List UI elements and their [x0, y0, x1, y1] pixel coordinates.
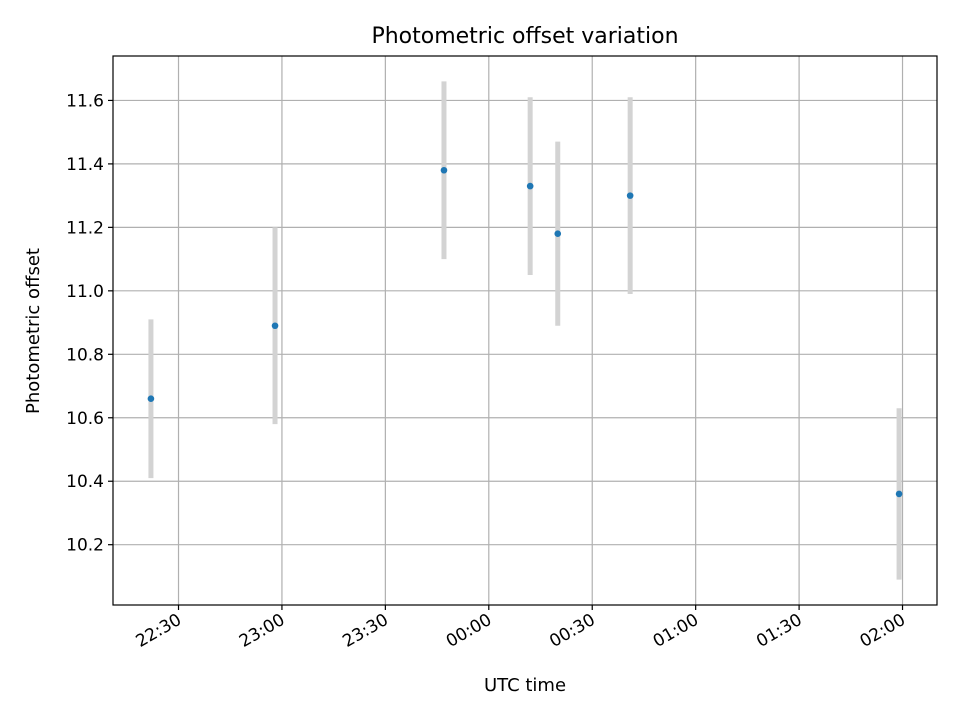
chart-title: Photometric offset variation — [371, 24, 678, 49]
y-tick-label: 11.6 — [66, 91, 104, 111]
y-tick-label: 11.2 — [66, 218, 104, 238]
plot-frame — [112, 55, 938, 606]
data-point — [554, 230, 562, 238]
y-tick-label: 10.6 — [66, 409, 104, 429]
data-points — [147, 166, 903, 498]
y-tick-label: 10.8 — [66, 345, 104, 365]
y-tick-label: 10.2 — [66, 536, 104, 556]
data-point — [526, 182, 534, 190]
x-axis-label: UTC time — [484, 675, 566, 696]
grid — [113, 56, 937, 605]
data-point — [440, 166, 448, 174]
data-point — [147, 395, 155, 403]
data-point — [271, 322, 279, 330]
data-point — [626, 192, 634, 199]
y-axis-ticks: 10.2 10.4 10.6 10.8 11.0 11.2 11.4 11.6 — [66, 91, 113, 556]
y-tick-label: 10.4 — [66, 472, 104, 492]
y-axis-label: Photometric offset — [23, 248, 44, 414]
y-tick-label: 11.0 — [66, 282, 104, 302]
data-point — [895, 490, 903, 498]
y-tick-label: 11.4 — [66, 155, 104, 175]
